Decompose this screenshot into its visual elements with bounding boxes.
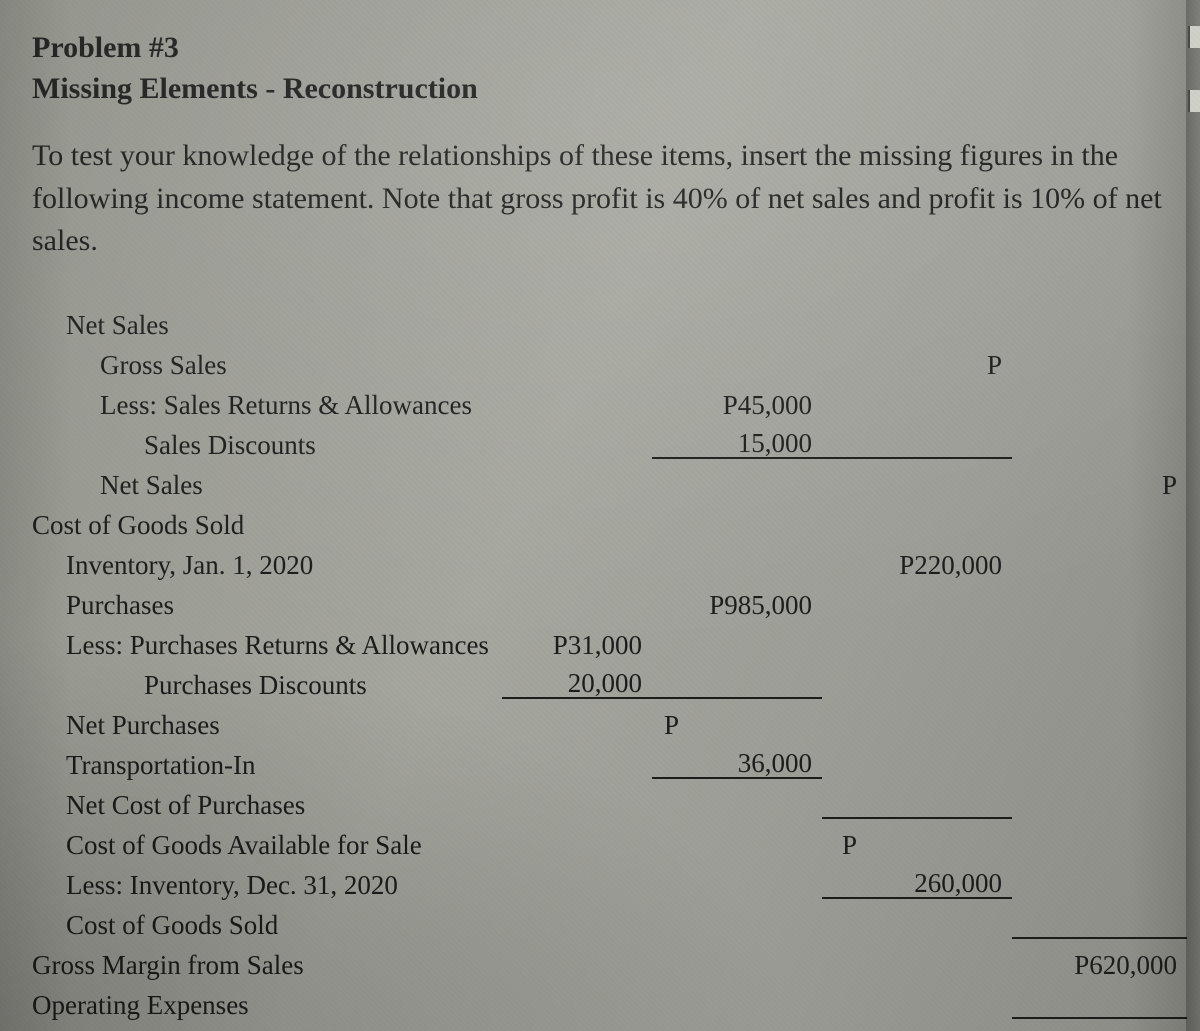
row-net-sales: Net Sales P [32,459,1178,499]
problem-title: Missing Elements - Reconstruction [32,69,1178,110]
row-gross-margin: Gross Margin from Sales P620,000 [32,939,1178,979]
label: Less: Inventory, Dec. 31, 2020 [32,872,502,899]
label: Gross Sales [32,352,502,379]
value-purchase-discounts: 20,000 [502,670,652,699]
label: Less: Sales Returns & Allowances [32,392,502,419]
row-net-sales-header: Net Sales [32,299,1178,339]
label: Net Sales [32,472,502,499]
row-purchase-returns-allowances: Less: Purchases Returns & Allowances P31… [32,619,1178,659]
underline [822,817,1012,819]
binder-notch [1188,26,1200,48]
value-sra: P45,000 [652,392,822,419]
row-inventory-begin: Inventory, Jan. 1, 2020 P220,000 [32,539,1178,579]
row-net-cost-purchases: Net Cost of Purchases [32,779,1178,819]
row-sales-discounts: Sales Discounts 15,000 [32,419,1178,459]
value-pra: P31,000 [502,632,652,659]
row-purchases: Purchases P985,000 [32,579,1178,619]
row-purchase-discounts: Purchases Discounts 20,000 [32,659,1178,699]
problem-instructions: To test your knowledge of the relationsh… [32,135,1178,263]
value-purchases: P985,000 [652,592,822,619]
value-net-sales: P [1012,472,1187,499]
row-sales-returns-allowances: Less: Sales Returns & Allowances P45,000 [32,379,1178,419]
label: Cost of Goods Sold [32,512,502,539]
row-net-purchases: Net Purchases P [32,699,1178,739]
value-inventory-begin: P220,000 [822,552,1012,579]
value-gross-margin: P620,000 [1012,952,1187,979]
income-statement: Net Sales Gross Sales P Less: Sales Retu… [32,299,1178,1031]
page-right-edge [1186,0,1200,1031]
label: Inventory, Jan. 1, 2020 [32,552,502,579]
underline [652,697,822,699]
label: Less: Purchases Returns & Allowances [32,632,502,659]
label: Cost of Goods Available for Sale [32,832,502,859]
value-net-purchases: P [652,712,822,739]
label: Gross Margin from Sales [32,952,502,979]
row-gross-sales: Gross Sales P [32,339,1178,379]
underline [1012,937,1187,939]
value-gross-sales: P [822,352,1012,379]
row-inventory-end: Less: Inventory, Dec. 31, 2020 260,000 [32,859,1178,899]
value-transportation-in: 36,000 [652,750,822,779]
row-cogas: Cost of Goods Available for Sale P [32,819,1178,859]
underline [1012,1017,1187,1019]
value-inventory-end: 260,000 [822,870,1012,899]
binder-notch [1188,90,1200,112]
label: Purchases Discounts [32,672,502,699]
value-sales-discounts: 15,000 [652,430,822,459]
label: Net Cost of Purchases [32,792,502,819]
row-operating-expenses: Operating Expenses [32,979,1178,1019]
underline [822,457,1012,459]
label: Transportation-In [32,752,502,779]
label: Net Sales [32,312,502,339]
row-cogs: Cost of Goods Sold [32,899,1178,939]
label: Sales Discounts [32,432,502,459]
label: Purchases [32,592,502,619]
label: Cost of Goods Sold [32,912,502,939]
row-profit: Profit P [32,1019,1178,1031]
problem-number: Problem #3 [32,28,1178,69]
row-transportation-in: Transportation-In 36,000 [32,739,1178,779]
label: Operating Expenses [32,992,502,1019]
label: Net Purchases [32,712,502,739]
value-cogas: P [822,832,1012,859]
row-cogs-header: Cost of Goods Sold [32,499,1178,539]
